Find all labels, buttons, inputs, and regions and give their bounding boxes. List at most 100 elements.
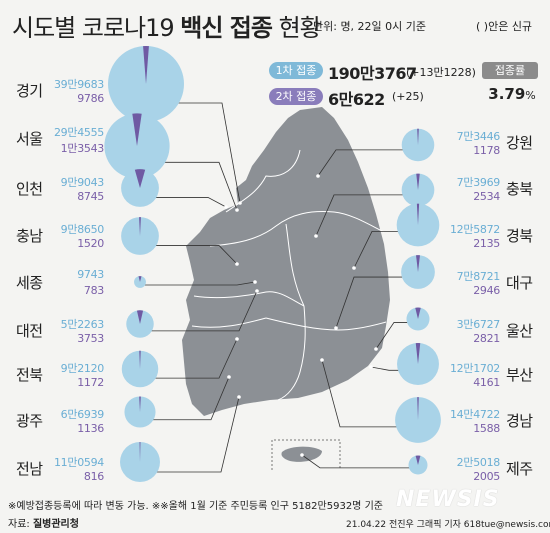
second-dose-total: 6만622 (328, 90, 385, 109)
region-5-first-value: 5만2263 (60, 318, 105, 331)
region-11-leader-dot (352, 266, 356, 270)
region-13-second-value: 2821 (473, 332, 500, 345)
region-0-first-value: 39만9683 (53, 78, 104, 91)
region-0-second-value: 9786 (77, 92, 104, 105)
paren-note: ( )안은 신규 (476, 20, 533, 33)
region-13-pie-second-dose (415, 307, 421, 319)
region-9-name: 강원 (506, 134, 533, 152)
credit: 21.04.22 전진우 그래픽 기자 618tue@newsis.com (346, 520, 550, 530)
region-7-leader-dot (227, 375, 231, 379)
region-4-name: 세종 (16, 274, 43, 292)
region-3-pie-second-dose (139, 217, 141, 236)
region-3-name: 충남 (16, 227, 43, 245)
region-16-name: 제주 (506, 460, 533, 478)
region-12-first-value: 7만8721 (456, 270, 501, 283)
region-12-name: 대구 (506, 274, 533, 292)
region-10-name: 충북 (506, 180, 533, 198)
region-16-pie-second-dose (415, 455, 421, 465)
source-line: 자료: 질병관리청 (8, 515, 79, 530)
region-6-second-value: 1172 (77, 376, 104, 389)
border-jeonnam (191, 317, 267, 328)
region-1-leader-line (159, 161, 238, 211)
region-4-leader-dot (253, 280, 257, 284)
region-3-first-value: 9만8650 (60, 223, 105, 236)
region-0-name: 경기 (16, 82, 43, 100)
region-12-second-value: 2946 (473, 284, 500, 297)
region-9-first-value: 7만3446 (456, 130, 501, 143)
region-7-first-value: 6만6939 (60, 408, 105, 421)
region-5-leader-line (149, 290, 258, 332)
region-12-leader-dot (334, 326, 338, 330)
region-4-second-value: 783 (83, 284, 104, 297)
region-8-name: 전남 (16, 460, 43, 478)
border-chungbuk-gyeongbuk (285, 223, 305, 307)
title-part-2: 백신 접종 (180, 14, 273, 42)
region-6-leader-line (152, 338, 238, 379)
region-5-second-value: 3753 (77, 332, 104, 345)
region-16-leader-dot (300, 453, 304, 457)
region-9-second-value: 1178 (473, 144, 500, 157)
region-11-pie-second-dose (416, 203, 420, 225)
region-5-pie-second-dose (136, 310, 144, 324)
unit-note: 단위: 명, 22일 0시 기준 (313, 20, 427, 33)
second-dose-new: (+25) (392, 90, 424, 103)
leader-lines (144, 102, 412, 473)
title-part-3: 현황 (271, 14, 322, 42)
region-2-leader-dot (224, 205, 228, 209)
region-1-name: 서울 (16, 130, 43, 148)
region-1-leader-dot (235, 208, 239, 212)
region-6-name: 전북 (16, 366, 43, 384)
region-14-name: 부산 (506, 366, 533, 384)
first-dose-pill: 1차 접종 (269, 62, 323, 79)
region-13-first-value: 3만6727 (456, 318, 501, 331)
region-14-second-value: 4161 (473, 376, 500, 389)
region-2-first-value: 9만9043 (60, 176, 105, 189)
region-5-leader-dot (255, 289, 259, 293)
region-0-leader-line (172, 102, 241, 204)
region-13-leader-dot (374, 347, 378, 351)
title-part-1: 시도별 코로나19 (12, 14, 181, 42)
border-jeonbuk (193, 291, 305, 307)
region-1-second-value: 1만3543 (60, 142, 105, 155)
region-14-pie-second-dose (415, 343, 421, 364)
region-4-leader-line (144, 281, 256, 286)
region-7-second-value: 1136 (77, 422, 104, 435)
region-11-leader-line (353, 230, 404, 269)
region-1-first-value: 29만4555 (53, 126, 104, 139)
region-7-name: 광주 (16, 412, 43, 430)
region-15-second-value: 1588 (473, 422, 500, 435)
region-6-first-value: 9만2120 (60, 362, 105, 375)
rate-value: 3.79 (488, 85, 526, 103)
map-mainland (182, 107, 390, 416)
region-9-leader-line (317, 149, 407, 177)
region-2-leader-line (153, 197, 227, 208)
region-0-pie-second-dose (143, 46, 149, 84)
region-0-leader-dot (238, 201, 242, 205)
region-7-leader-line (150, 376, 230, 421)
region-2-name: 인천 (16, 180, 43, 198)
region-4-pie-second-dose (138, 276, 142, 282)
region-13-leader-line (375, 322, 410, 350)
region-11-first-value: 12만5872 (449, 223, 500, 236)
region-9-pie-second-dose (417, 128, 419, 145)
region-2-pie-second-dose (134, 169, 146, 188)
newsis-logo: NEWSIS (396, 487, 500, 512)
second-dose-pill: 2차 접종 (269, 88, 323, 105)
region-16-second-value: 2005 (473, 470, 500, 483)
region-3-second-value: 1520 (77, 237, 104, 250)
chart-title: 시도별 코로나19 백신 접종 현황 (12, 8, 322, 43)
region-11-name: 경북 (506, 227, 533, 245)
region-14-leader-dot (369, 365, 373, 369)
region-15-leader-dot (320, 358, 324, 362)
region-8-leader-line (153, 396, 240, 473)
region-3-leader-line (153, 245, 238, 265)
region-15-first-value: 14만4722 (449, 408, 500, 421)
region-6-leader-dot (235, 337, 239, 341)
region-8-first-value: 11만0594 (53, 456, 104, 469)
region-10-pie-second-dose (416, 173, 420, 190)
region-16-leader-line (301, 454, 412, 469)
source-label: 자료: (8, 519, 33, 530)
region-8-second-value: 816 (83, 470, 104, 483)
region-8-leader-dot (237, 395, 241, 399)
